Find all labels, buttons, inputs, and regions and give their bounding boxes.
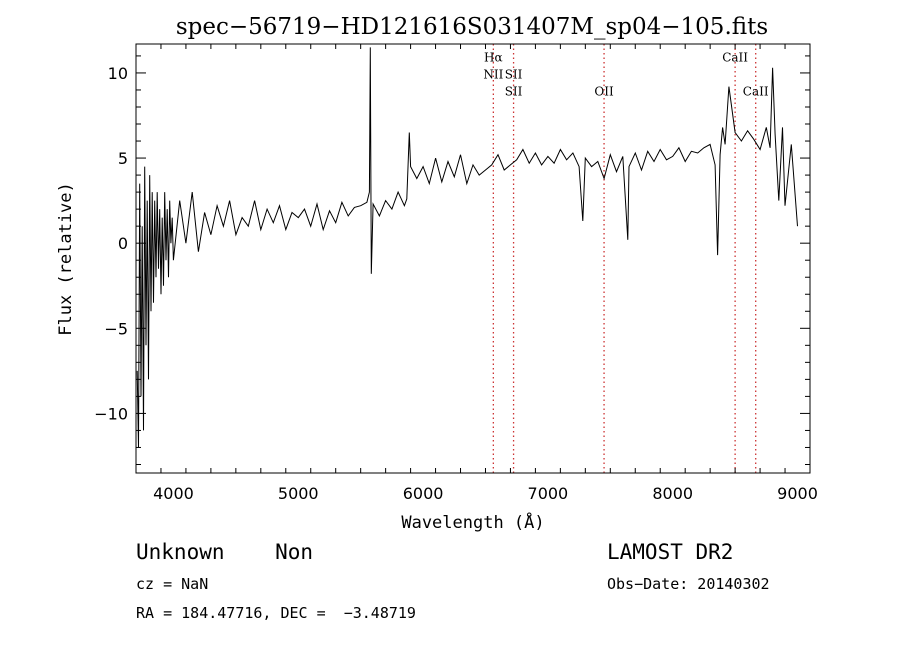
y-tick-label-10: 10 bbox=[108, 64, 128, 83]
x-tick-label-5000: 5000 bbox=[278, 484, 319, 503]
marker-label-3: SII bbox=[505, 85, 523, 99]
chart-title: spec−56719−HD121616S031407M_sp04−105.fit… bbox=[176, 14, 768, 40]
survey-label: LAMOST DR2 bbox=[607, 540, 734, 564]
classification-label: Unknown Non bbox=[136, 540, 314, 564]
marker-label-4: OII bbox=[594, 85, 614, 99]
redshift-label: cz = NaN bbox=[136, 575, 209, 593]
x-axis-label: Wavelength (Å) bbox=[401, 511, 544, 533]
marker-label-6: CaII bbox=[743, 85, 769, 99]
y-tick-label--5: −5 bbox=[104, 319, 128, 338]
marker-label-1: NII bbox=[483, 68, 503, 82]
marker-label-0: Hα bbox=[484, 51, 503, 65]
y-tick-label--10: −10 bbox=[94, 404, 128, 423]
marker-label-5: CaII bbox=[722, 51, 748, 65]
y-tick-labels: −10 −5 0 5 10 bbox=[94, 64, 128, 423]
x-tick-label-4000: 4000 bbox=[153, 484, 194, 503]
obs-date-label: Obs−Date: 20140302 bbox=[607, 575, 770, 593]
spectral-line-markers: Hα NII SII SII OII CaII CaII bbox=[483, 44, 769, 473]
x-tick-label-8000: 8000 bbox=[652, 484, 693, 503]
spectrum-line-0 bbox=[136, 47, 798, 448]
marker-label-2: SII bbox=[505, 68, 523, 82]
y-tick-label-5: 5 bbox=[118, 149, 128, 168]
x-tick-label-9000: 9000 bbox=[777, 484, 818, 503]
plot-frame bbox=[135, 43, 811, 474]
axis-ticks bbox=[135, 44, 811, 473]
x-tick-label-7000: 7000 bbox=[528, 484, 569, 503]
y-tick-label-0: 0 bbox=[118, 234, 128, 253]
spectrum-series bbox=[136, 47, 798, 448]
x-tick-labels: 4000 5000 6000 7000 8000 9000 bbox=[153, 484, 818, 503]
coordinates-label: RA = 184.47716, DEC = −3.48719 bbox=[136, 604, 416, 622]
y-axis-label: Flux (relative) bbox=[56, 182, 76, 336]
x-tick-label-6000: 6000 bbox=[403, 484, 444, 503]
